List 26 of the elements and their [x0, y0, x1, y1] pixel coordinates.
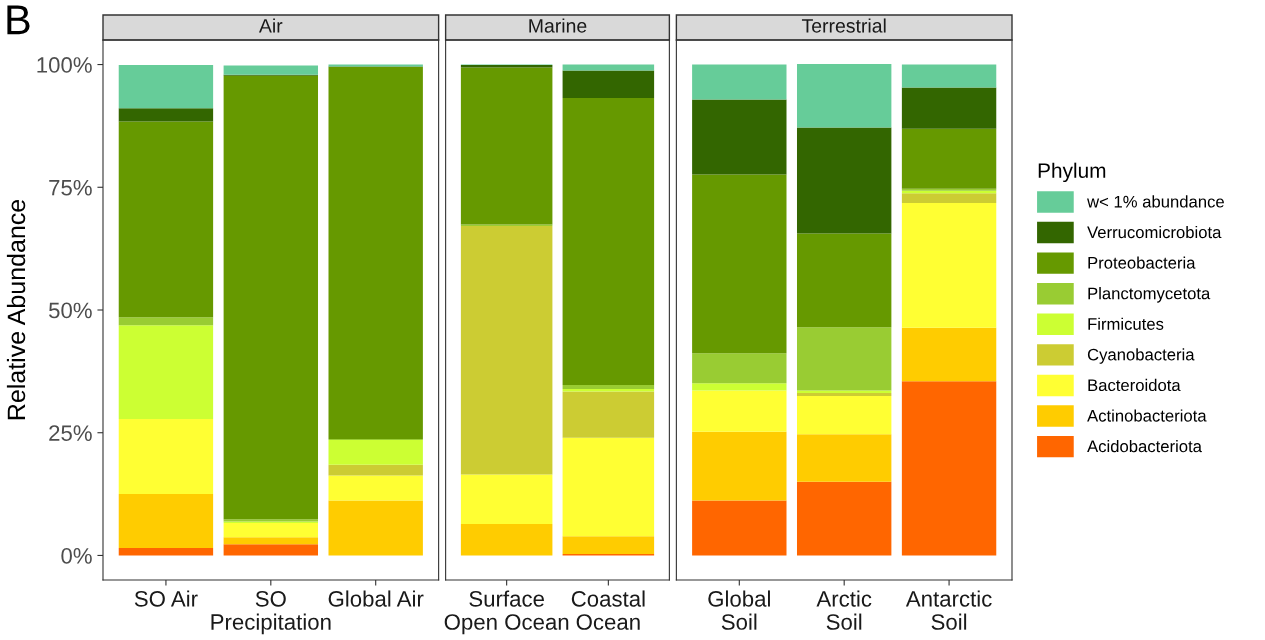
x-tick-label: Arctic Soil: [816, 590, 872, 630]
x-tick-label: Global Soil: [708, 590, 770, 630]
legend-label: w< 1% abundance: [1087, 195, 1224, 208]
legend-label: Bacteroidota: [1088, 378, 1181, 392]
chart-title: Terrestrial: [801, 18, 886, 33]
legend-label: Cyanobacteria: [1087, 348, 1195, 364]
x-tick-label: Antarctic Soil: [905, 590, 992, 630]
chart-title: Marine: [529, 18, 587, 33]
legend-label: Acidobacteriota: [1087, 440, 1202, 453]
y-tick-label: 75%: [49, 179, 92, 196]
x-tick-label: Coastal Ocean: [571, 590, 645, 630]
x-tick-label: SO Air: [134, 590, 198, 607]
x-tick-label: Surface Open Ocean: [444, 590, 569, 635]
legend-title: Phylum: [1038, 162, 1106, 183]
y-tick-label: 25%: [49, 425, 92, 441]
legend-label: Planctomycetota: [1088, 287, 1211, 303]
y-axis-title: Relative Abundance: [6, 199, 26, 420]
legend-label: Actinobacteriota: [1087, 409, 1207, 422]
y-tick-label: 50%: [49, 302, 92, 319]
legend-label: Proteobacteria: [1088, 256, 1196, 269]
y-tick-label: 0%: [61, 547, 92, 564]
legend-label: Firmicutes: [1088, 317, 1164, 330]
legend-label: Verrucomicrobiota: [1087, 225, 1222, 239]
chart-title: Air: [258, 18, 283, 33]
y-tick-label: 100%: [37, 57, 92, 73]
text: B: [7, 5, 30, 35]
